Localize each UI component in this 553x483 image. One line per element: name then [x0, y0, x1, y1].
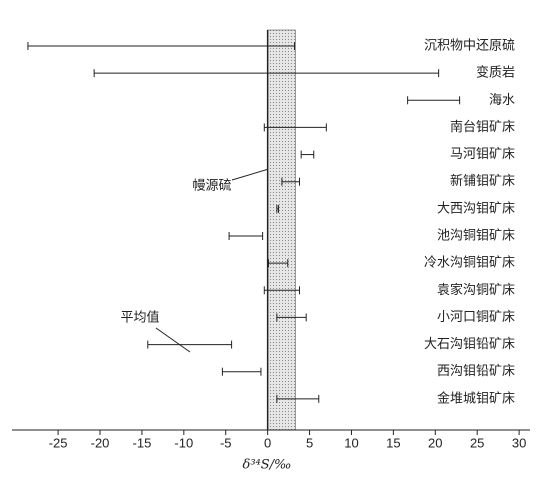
category-label: 马河钼矿床: [450, 147, 515, 162]
x-tick-label: -5: [220, 435, 232, 450]
annotation-arrow: [231, 167, 273, 181]
x-tick-label: 25: [470, 435, 484, 450]
category-label: 沉积物中还原硫: [424, 39, 515, 54]
x-tick-label: 10: [344, 435, 358, 450]
category-label: 冷水沟铜钼矿床: [424, 256, 515, 271]
category-label: 袁家沟铜矿床: [437, 282, 515, 298]
annotation: 平均值: [120, 310, 159, 326]
x-tick-label: 20: [428, 435, 442, 450]
category-label: 小河口铜矿床: [437, 310, 515, 325]
x-tick-label: -20: [91, 435, 110, 450]
x-tick-label: 15: [386, 435, 400, 450]
category-label: 南台钼矿床: [450, 119, 515, 135]
annotation: 幔源硫: [192, 179, 231, 194]
category-label: 海水: [489, 93, 515, 108]
x-tick-label: 30: [512, 435, 526, 450]
category-label: 变质岩: [476, 65, 515, 81]
category-label: 西沟钼铅矿床: [437, 364, 515, 379]
ticks: -25 -20 -15 -10 -5 0 5 10 15 20 25 30: [49, 430, 526, 450]
category-label: 金堆城钼矿床: [437, 390, 515, 406]
x-tick-label: -15: [133, 435, 152, 450]
shaded-band: [267, 29, 296, 431]
x-tick-label: 0: [264, 435, 271, 450]
x-tick-label: -10: [174, 435, 193, 450]
category-label: 新铺钼矿床: [450, 173, 515, 189]
category-label: 大石沟钼铅矿床: [424, 337, 515, 352]
x-axis-label: δ³⁴S/‰: [243, 458, 292, 473]
category-label: 池沟铜钼矿床: [437, 229, 515, 244]
x-tick-label: -25: [49, 435, 68, 450]
category-label: 大西沟钼矿床: [437, 201, 515, 216]
x-tick-label: 5: [306, 435, 313, 450]
annotation-arrow: [155, 327, 191, 353]
